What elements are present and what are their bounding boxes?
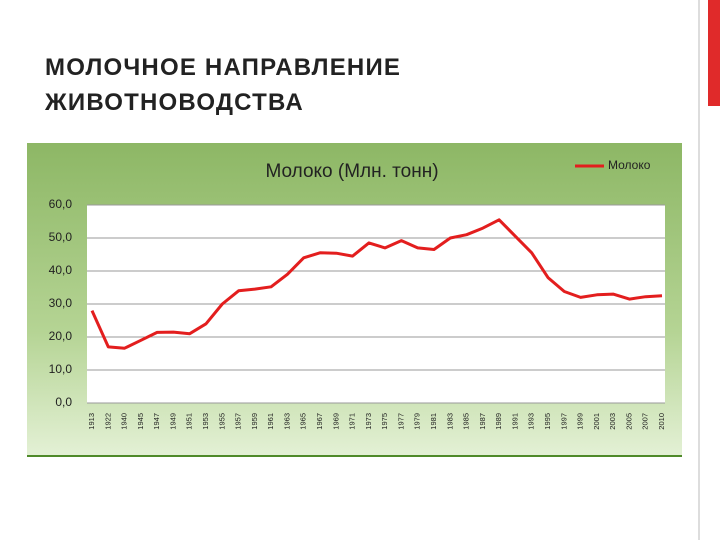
x-tick-label: 1940 <box>120 413 129 430</box>
x-tick-label: 1945 <box>136 413 145 430</box>
x-tick-label: 1985 <box>462 413 471 430</box>
x-tick-label: 2005 <box>624 413 633 430</box>
x-tick-label: 1967 <box>315 413 324 430</box>
x-tick-label: 1961 <box>266 413 275 430</box>
x-tick-label: 1959 <box>250 413 259 430</box>
x-tick-label: 1955 <box>217 413 226 430</box>
x-tick-label: 1989 <box>494 413 503 430</box>
y-tick-label: 10,0 <box>49 362 73 376</box>
x-tick-label: 1993 <box>527 413 536 430</box>
slide-title: МОЛОЧНОЕ НАПРАВЛЕНИЕ ЖИВОТНОВОДСТВА <box>45 54 402 116</box>
x-tick-label: 1973 <box>364 413 373 430</box>
y-tick-label: 20,0 <box>49 329 73 343</box>
x-tick-label: 1953 <box>201 413 210 430</box>
data-line <box>90 218 663 350</box>
chart-title: Молоко (Млн. тонн) <box>265 161 438 182</box>
x-tick-label: 2003 <box>608 413 617 430</box>
accent-bar <box>708 0 720 106</box>
y-tick-label: 0,0 <box>55 395 72 409</box>
x-tick-label: 1913 <box>87 413 96 430</box>
x-tick-label: 2010 <box>657 413 666 430</box>
y-tick-label: 50,0 <box>49 230 73 244</box>
x-tick-label: 1922 <box>103 413 112 430</box>
x-tick-label: 2007 <box>641 413 650 430</box>
x-tick-label: 1997 <box>559 413 568 430</box>
x-tick-label: 1947 <box>152 413 161 430</box>
x-tick-label: 1971 <box>348 413 357 430</box>
x-tick-label: 1969 <box>331 413 340 430</box>
x-tick-label: 1951 <box>185 413 194 430</box>
x-tick-label: 1987 <box>478 413 487 430</box>
x-tick-label: 1977 <box>396 413 405 430</box>
x-tick-label: 2001 <box>592 413 601 430</box>
x-tick-label: 1995 <box>543 413 552 430</box>
y-tick-label: 40,0 <box>49 263 73 277</box>
x-tick-label: 1999 <box>576 413 585 430</box>
x-tick-label: 1983 <box>445 413 454 430</box>
x-tick-label: 1981 <box>429 413 438 430</box>
y-tick-label: 30,0 <box>49 296 73 310</box>
x-tick-label: 1965 <box>299 413 308 430</box>
legend-label: Молоко <box>608 158 651 172</box>
y-tick-label: 60,0 <box>49 197 73 211</box>
x-tick-label: 1975 <box>380 413 389 430</box>
x-tick-label: 1979 <box>413 413 422 430</box>
x-tick-label: 1991 <box>510 413 519 430</box>
x-tick-label: 1963 <box>282 413 291 430</box>
x-tick-label: 1949 <box>168 413 177 430</box>
x-tick-label: 1957 <box>234 413 243 430</box>
